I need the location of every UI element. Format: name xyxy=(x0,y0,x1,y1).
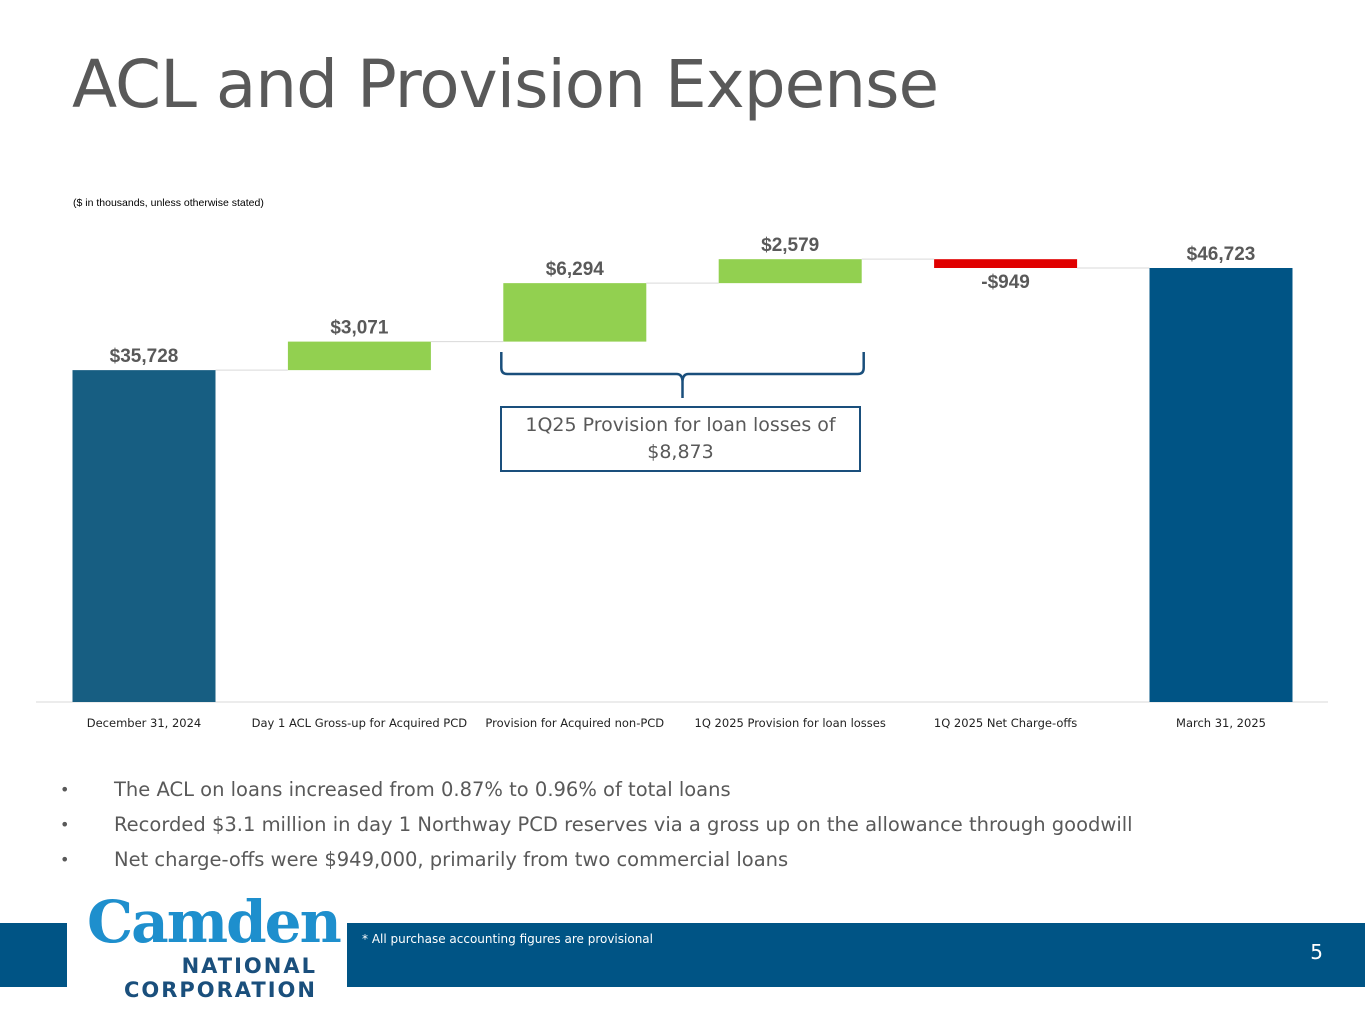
category-label-1: December 31, 2024 xyxy=(87,716,202,730)
annotation-bracket xyxy=(500,352,865,398)
bullet-text: Recorded $3.1 million in day 1 Northway … xyxy=(114,813,1133,836)
bar-6 xyxy=(1149,268,1293,702)
category-label-4: 1Q 2025 Provision for loan losses xyxy=(695,716,886,730)
page-number: 5 xyxy=(1310,940,1323,964)
category-label-5: 1Q 2025 Net Charge-offs xyxy=(934,716,1077,730)
bullet-icon: • xyxy=(60,850,70,869)
bar-4 xyxy=(718,259,862,284)
data-label-2: $3,071 xyxy=(330,318,389,339)
bullet-item: • Recorded $3.1 million in day 1 Northway… xyxy=(60,807,1133,842)
bar-1 xyxy=(72,370,216,702)
units-note: ($ in thousands, unless otherwise stated… xyxy=(73,197,264,209)
logo-wordmark: Camden xyxy=(87,888,342,956)
bullet-icon: • xyxy=(60,780,70,799)
category-label-2: Day 1 ACL Gross-up for Acquired PCD xyxy=(252,716,468,730)
category-label-3: Provision for Acquired non-PCD xyxy=(485,716,664,730)
provision-callout: 1Q25 Provision for loan losses of $8,873 xyxy=(500,406,861,472)
bullet-list: • The ACL on loans increased from 0.87% t… xyxy=(60,772,1133,877)
page-title: ACL and Provision Expense xyxy=(72,46,939,123)
footnote: * All purchase accounting figures are pr… xyxy=(362,932,653,946)
bullet-item: • The ACL on loans increased from 0.87% t… xyxy=(60,772,1133,807)
logo-line-corporation: CORPORATION xyxy=(123,978,317,1002)
data-label-4: $2,579 xyxy=(761,235,819,256)
data-label-1: $35,728 xyxy=(110,346,179,367)
category-label-6: March 31, 2025 xyxy=(1176,716,1266,730)
bullet-item: • Net charge-offs were $949,000, primaril… xyxy=(60,842,1133,877)
data-label-5: -$949 xyxy=(981,272,1030,293)
data-label-6: $46,723 xyxy=(1187,244,1256,265)
bar-2 xyxy=(287,341,431,371)
company-logo: Camden NATIONAL CORPORATION xyxy=(67,888,347,1010)
logo-line-national: NATIONAL xyxy=(181,954,317,978)
bullet-icon: • xyxy=(60,815,70,834)
bullet-text: Net charge-offs were $949,000, primarily… xyxy=(114,848,789,871)
bullet-text: The ACL on loans increased from 0.87% to… xyxy=(114,778,731,801)
bar-5 xyxy=(934,259,1078,268)
bar-3 xyxy=(503,283,647,342)
data-label-3: $6,294 xyxy=(546,259,605,280)
waterfall-chart: $35,728 December 31, 2024 $3,071 Day 1 ACL … xyxy=(36,235,1328,730)
